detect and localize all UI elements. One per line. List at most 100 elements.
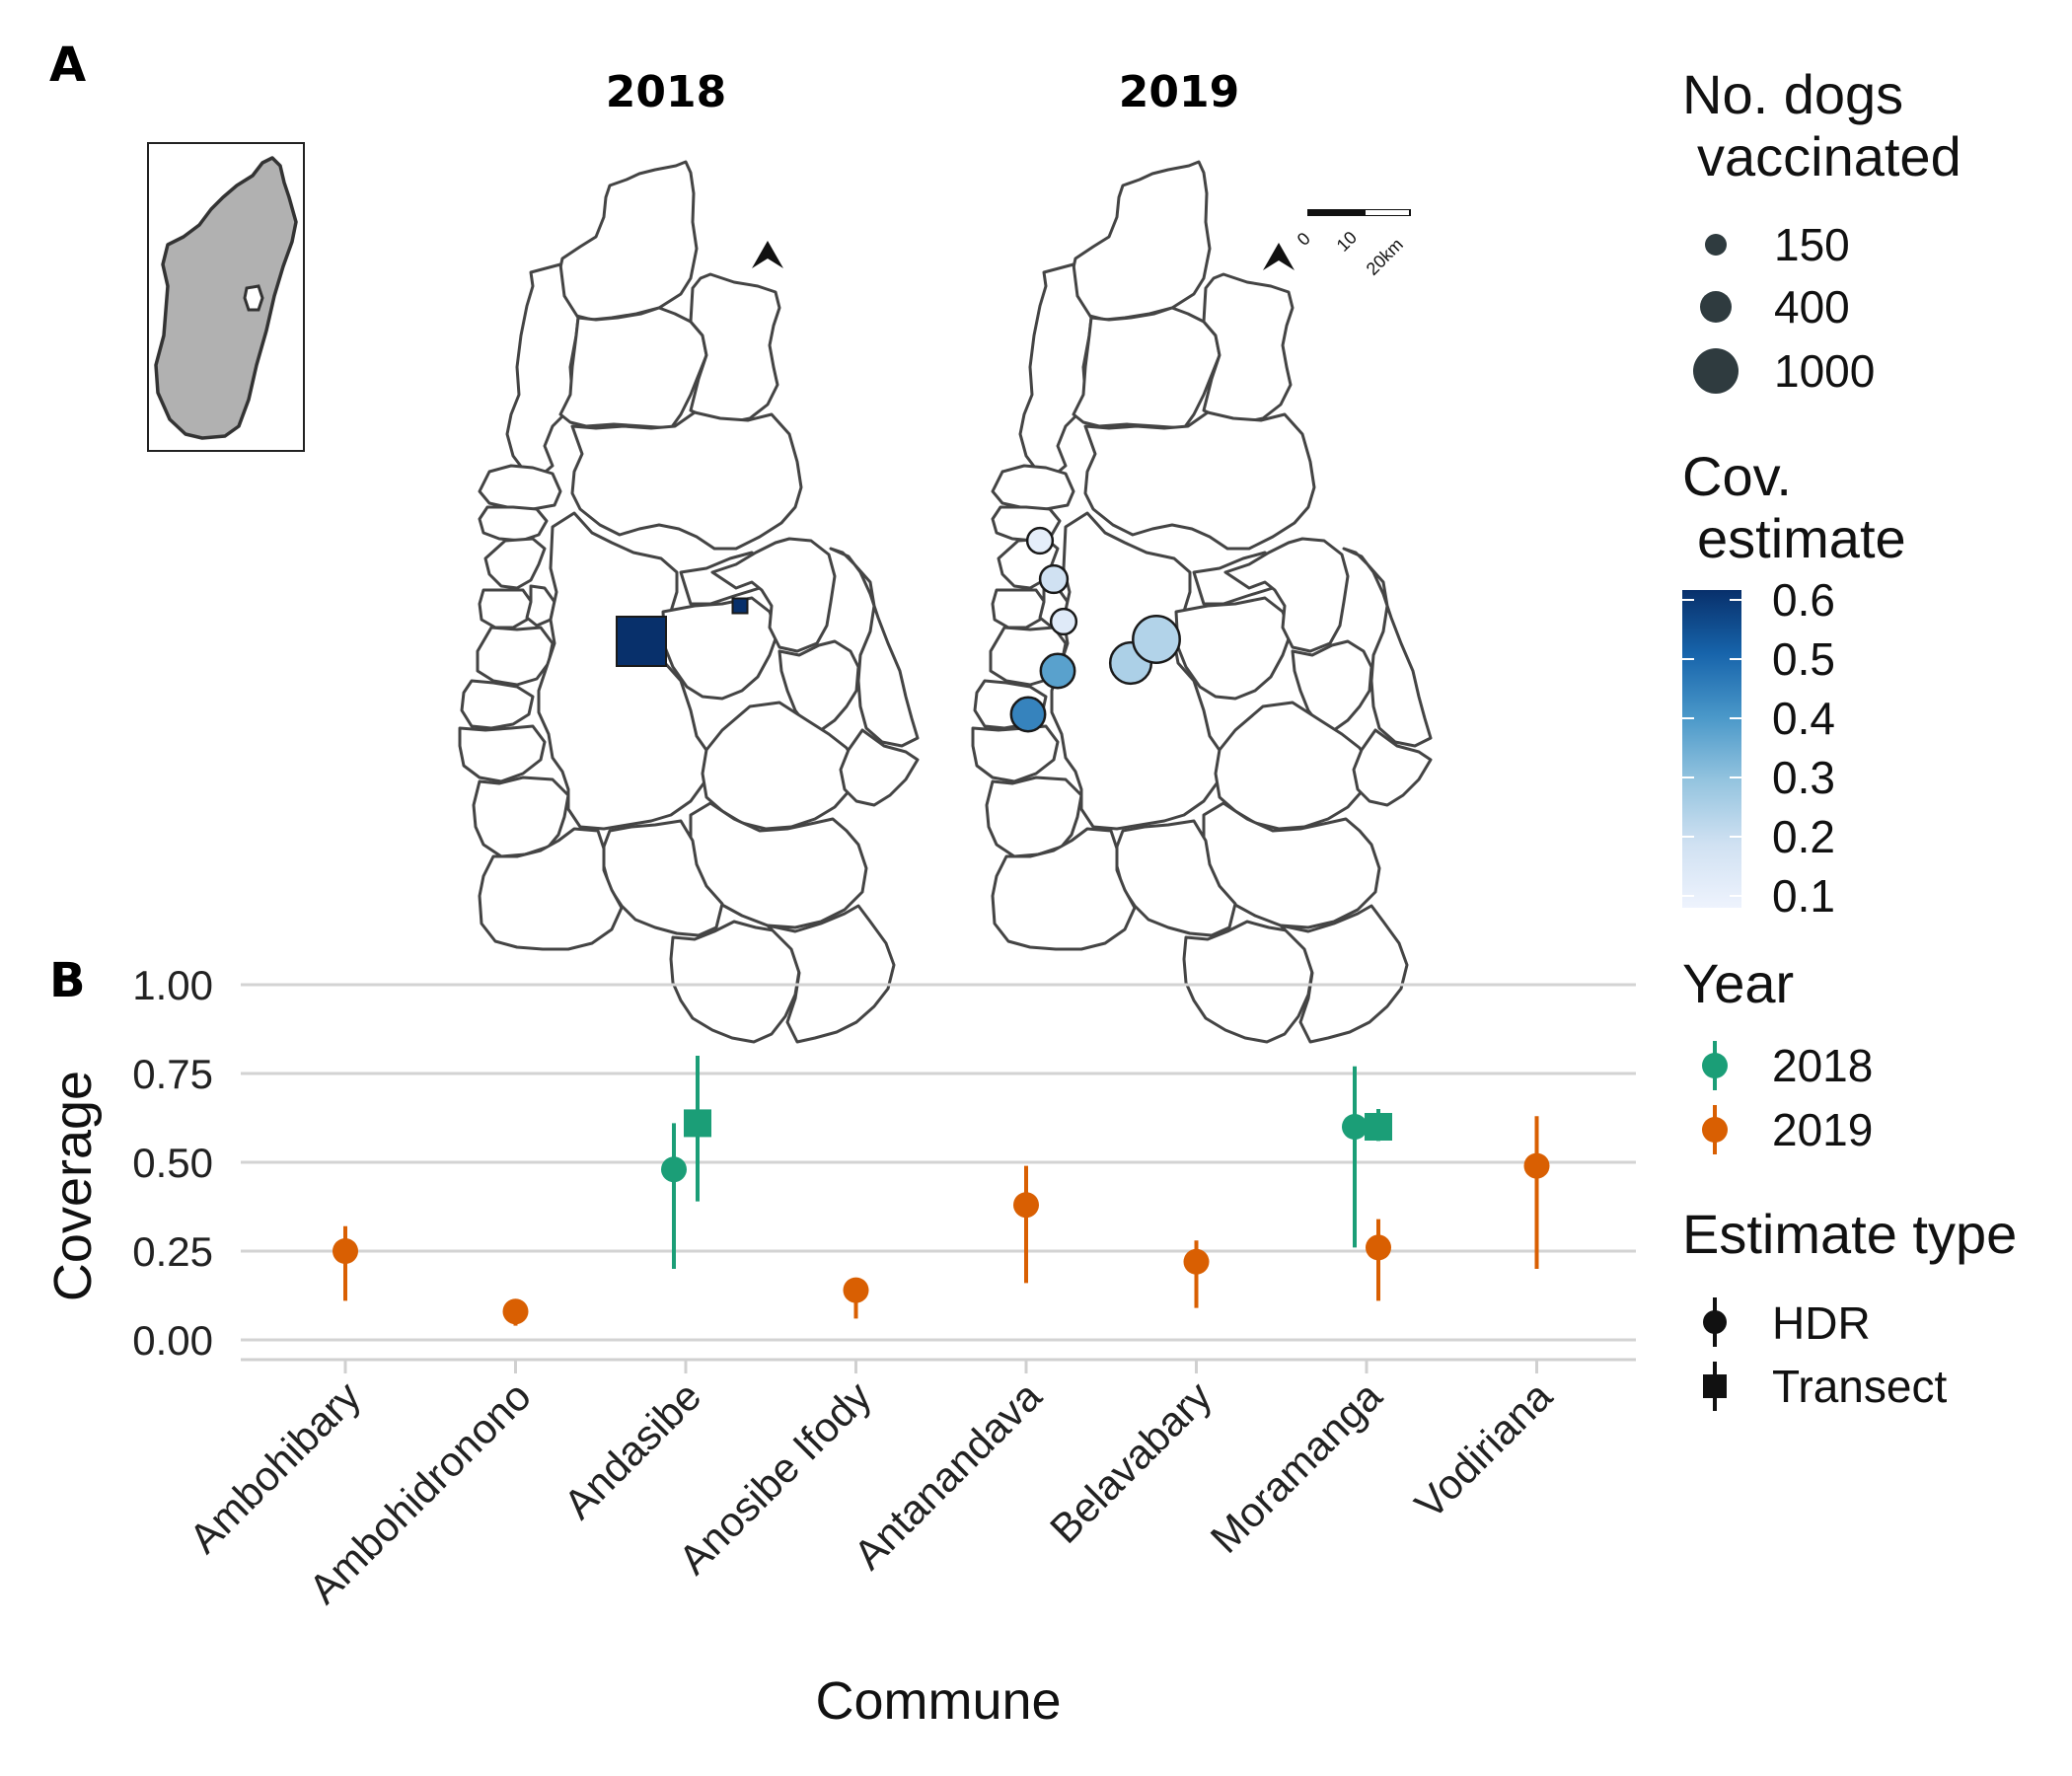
commune-boundary [985,776,1083,858]
legend-year-2019-label: 2019 [1772,1104,1873,1155]
colorbar-tick-label: 0.6 [1772,574,1835,626]
y-tick-label: 1.00 [132,962,213,1008]
commune-boundary [1202,272,1295,424]
commune-boundary [1279,904,1409,1044]
y-tick-label: 0.25 [132,1228,213,1275]
commune-boundary [1342,547,1433,748]
legend-estimate-type: Estimate type HDR Transect [1682,1203,2017,1412]
legend-cov-title-line1: Cov. [1682,445,1792,507]
legend-coverage-estimate: Cov. estimate 0.6 0.5 0.4 0.3 0.2 0.1 [1682,445,1906,922]
commune-boundary [991,588,1048,629]
map-2019 [971,160,1433,1044]
colorbar-tick-label: 0.5 [1772,633,1835,685]
commune-boundary [971,724,1060,783]
commune-boundary [829,547,920,748]
legend-dogs-swatch-400 [1700,291,1732,323]
y-tick-label: 0.00 [132,1317,213,1364]
commune-boundary [839,728,920,807]
map-marker-circle [1038,563,1070,595]
commune-boundary [1070,160,1212,322]
commune-boundary [689,272,781,424]
north-arrow-icon [1263,243,1295,270]
y-tick-label: 0.75 [132,1051,213,1097]
map-2019-markers [1009,526,1181,733]
point-hdr [1183,1248,1210,1275]
point-hdr [333,1238,358,1264]
commune-boundary [478,827,624,951]
map-2018-regions [458,160,920,1044]
map-2019-regions [971,160,1433,1044]
colorbar-tick-label: 0.2 [1772,811,1835,862]
legend-type-title: Estimate type [1682,1203,2017,1265]
legend-cov-ticks: 0.6 0.5 0.4 0.3 0.2 0.1 [1682,574,1835,922]
chart-grid [241,983,1636,1342]
legend-year-2018-label: 2018 [1772,1040,1873,1091]
commune-boundary [766,904,896,1044]
x-axis-title: Commune [815,1671,1061,1731]
map-marker-circle [1025,526,1055,555]
commune-boundary [710,537,837,653]
legend-year-2019-swatch [1702,1117,1728,1143]
commune-boundary [1214,701,1373,831]
commune-boundary [1174,596,1293,701]
commune-boundary [478,505,549,543]
x-tick-label: Belavabary [1041,1372,1221,1552]
commune-boundary [991,827,1137,951]
commune-boundary [458,724,547,783]
chart-points [333,1056,1550,1326]
legend-dogs-label-400: 400 [1774,281,1850,333]
legend-dogs-swatch-1000 [1693,348,1739,394]
scale-label-20km: 20km [1363,235,1407,279]
point-hdr [1523,1152,1550,1179]
commune-boundary [1083,410,1316,551]
x-tick-label: Moramanga [1202,1372,1391,1562]
scale-bar: 0 10 20km [1294,209,1411,279]
commune-boundary [777,639,860,732]
coverage-chart: 0.00 0.25 0.50 0.75 1.00 AmbohibaryAmbohidro… [43,962,1636,1731]
scale-label-0: 0 [1294,229,1314,250]
legend-year-title: Year [1682,952,1794,1014]
point-hdr [1366,1234,1391,1261]
commune-boundary [1291,639,1373,732]
legend-dogs-title-line1: No. dogs [1682,63,1903,125]
x-tick-label: Andasibe [555,1372,709,1527]
legend-type-hdr-swatch [1703,1310,1727,1334]
commune-boundary [701,701,860,831]
commune-boundary [1182,920,1314,1044]
commune-boundary [476,626,555,687]
commune-boundary [570,410,803,551]
chart-y-ticks: 0.00 0.25 0.50 0.75 1.00 [132,962,213,1364]
panel-b-letter: B [49,953,86,1008]
commune-boundary [472,776,570,858]
legend-year-2018-swatch [1702,1053,1728,1078]
commune-boundary [991,464,1075,511]
map-marker-square [616,616,667,667]
map-marker-circle [1039,652,1076,690]
map-marker-circle [1009,696,1047,733]
map-title-2019: 2019 [1119,67,1239,117]
scale-label-10: 10 [1333,228,1361,256]
colorbar-tick-label: 0.1 [1772,870,1835,922]
inset-map [147,142,305,452]
point-hdr [502,1298,529,1325]
madagascar-outline [154,156,298,440]
scale-bar-segment-2-inner [1366,210,1409,215]
map-title-2018: 2018 [606,67,726,117]
commune-boundary [1352,728,1433,807]
y-tick-label: 0.50 [132,1140,213,1186]
map-marker-circle [1049,607,1078,636]
point-hdr [661,1156,687,1183]
map-2018 [458,160,920,1044]
point-hdr [1342,1114,1368,1140]
commune-boundary [669,920,801,1044]
legend-type-transect-label: Transect [1772,1361,1947,1412]
legend-type-hdr-label: HDR [1772,1297,1871,1349]
legend-year: Year 2018 2019 [1682,952,1873,1155]
commune-boundary [525,584,556,628]
commune-boundary [478,588,535,629]
map-marker-square [731,597,749,615]
scale-bar-segment-1 [1307,209,1360,216]
legend-dogs-vaccinated: No. dogs vaccinated 150 400 1000 [1682,63,1961,397]
map-2018-markers [616,597,749,667]
